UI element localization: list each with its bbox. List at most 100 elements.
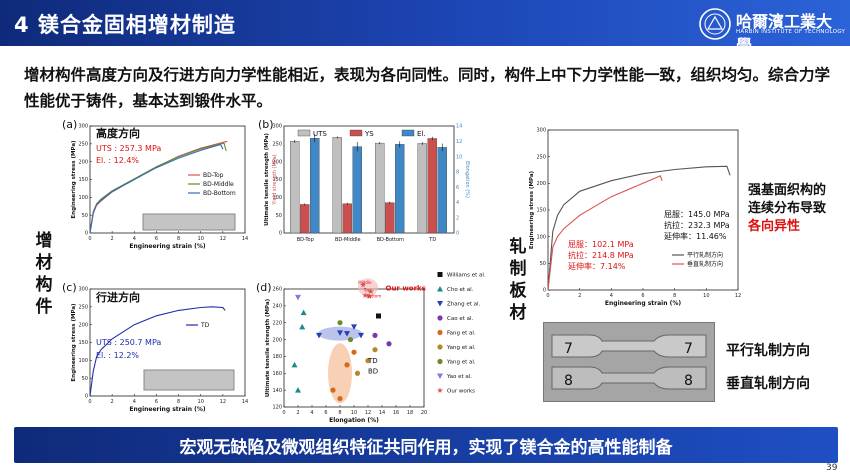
series-line-BD-Top	[89, 140, 228, 234]
x-tick-label: 10	[198, 236, 204, 242]
y-tick-label: 0	[543, 288, 546, 294]
data-point	[358, 332, 364, 339]
data-point: ★	[362, 291, 369, 300]
x-tick-label: 14	[379, 410, 385, 416]
legend-label: 平行轧制方向	[687, 251, 723, 259]
data-point	[300, 309, 307, 316]
specimen-mark-a: 7	[564, 341, 573, 357]
annotation-parallel: 抗拉：232.3 MPa	[664, 220, 730, 230]
intro-text: 增材构件高度方向及行进方向力学性能相近，表现为各向同性。同时，构件上中下力学性能…	[24, 66, 831, 110]
inner-title: 行进方向	[95, 290, 140, 304]
legend-marker	[437, 315, 443, 321]
bar-YS	[300, 204, 310, 234]
y2-tick-label: 10	[456, 154, 462, 160]
note-line-1: 强基面织构的	[748, 183, 827, 198]
legend-label-El.: El.	[417, 130, 426, 138]
y-tick-label: 240	[272, 304, 282, 310]
emblem-icon	[699, 8, 731, 40]
page-number: 39	[826, 463, 838, 473]
annotation-perpendicular: 抗拉：214.8 MPa	[568, 250, 634, 260]
bar-YS	[427, 138, 437, 234]
annotation-label: TD	[367, 357, 378, 365]
x-tick-label: 20	[421, 410, 427, 416]
logo-text: 哈爾濱工業大學	[736, 12, 833, 55]
data-point: ★	[366, 292, 373, 301]
header-bar: 4 镁合金固相增材制造 哈爾濱工業大學 HARBIN INSTITUTE OF …	[0, 0, 850, 55]
y-tick-label: 150	[78, 177, 88, 183]
page-title: 4 镁合金固相增材制造	[14, 13, 236, 37]
bar-UTS	[290, 141, 300, 234]
bar-El.	[352, 146, 362, 234]
panel-label: (d)	[256, 281, 272, 294]
x-tick-label: 8	[673, 293, 676, 299]
x-tick-label: 2	[111, 236, 114, 242]
x-tick-label: 10	[351, 410, 357, 416]
y-tick-label: 260	[272, 287, 282, 293]
category-label: BD-Middle	[335, 237, 361, 243]
x-axis-label: Engineering strain (%)	[605, 300, 681, 307]
y-tick-label: 180	[272, 354, 282, 360]
x-tick-label: 2	[296, 410, 299, 416]
y-axis-label: Engineering stress (MPa)	[529, 170, 535, 249]
y-tick-label: 160	[272, 371, 282, 377]
x-tick-label: 16	[393, 410, 399, 416]
plot-frame-a	[89, 125, 246, 234]
specimen-mark-b2: 8	[684, 373, 693, 389]
logo-subtext: HARBIN INSTITUTE OF TECHNOLOGY	[736, 29, 846, 35]
data-point	[344, 331, 350, 337]
category-label: BD-Top	[297, 237, 314, 243]
data-point	[351, 349, 357, 355]
legend-marker: ★	[436, 386, 443, 395]
legend-marker	[437, 373, 443, 379]
y-tick-label: 300	[272, 124, 282, 130]
legend-label-BD-Middle: BD-Middle	[203, 181, 234, 188]
legend-label-BD-Bottom: BD-Bottom	[203, 190, 236, 197]
y-tick-label: 200	[272, 337, 282, 343]
y2-tick-label: 4	[456, 200, 459, 206]
note-line-3: 各向异性	[748, 219, 801, 234]
side-label-am: 增材构件	[35, 231, 53, 317]
bar-UTS	[417, 143, 427, 234]
y2-tick-label: 0	[456, 231, 459, 237]
x-tick-label: 0	[546, 293, 549, 299]
highlight-region	[358, 278, 378, 297]
plot-frame-rolled	[547, 129, 739, 291]
y2-tick-label: 14	[456, 124, 462, 130]
data-point	[376, 313, 381, 319]
y-tick-label: 220	[272, 320, 282, 326]
x-tick-label: 0	[282, 410, 285, 416]
x-axis-label: Elongation (%)	[329, 417, 379, 424]
legend-label-BD-Top: BD-Top	[203, 172, 224, 179]
series-line-垂直轧制方向	[547, 175, 663, 291]
x-tick-label: 0	[88, 399, 91, 405]
bar-UTS	[332, 137, 342, 234]
legend-label: Yang et al.	[446, 360, 476, 366]
y2-tick-label: 8	[456, 170, 459, 176]
annotation-parallel: 屈服：145.0 MPa	[664, 210, 730, 219]
y-tick-label: 250	[272, 142, 282, 148]
y-tick-label: 50	[82, 213, 88, 219]
el-text: El. : 12.4%	[96, 156, 139, 165]
x-tick-label: 2	[111, 399, 114, 405]
x-tick-label: 14	[242, 236, 248, 242]
note-line-2: 连续分布导致	[748, 201, 827, 216]
annotation-label: Middle	[358, 280, 372, 285]
highlight-region	[318, 326, 362, 341]
data-point	[316, 332, 322, 339]
parallel-direction-label: 平行轧制方向	[726, 343, 810, 359]
series-line-平行轧制方向	[547, 165, 731, 291]
y-tick-label: 200	[78, 159, 88, 165]
data-point	[330, 387, 336, 393]
data-point	[351, 324, 357, 330]
data-point	[372, 347, 378, 353]
y-tick-label: 100	[78, 358, 88, 364]
x-tick-label: 2	[578, 293, 581, 299]
y-tick-label: 100	[78, 195, 88, 201]
legend-label: Williams et al.	[447, 273, 486, 279]
legend-label-TD: TD	[200, 322, 210, 329]
x-tick-label: 6	[324, 410, 327, 416]
legend-label: Our works	[447, 389, 475, 395]
anisotropy-note: 强基面织构的 连续分布导致 各向异性	[748, 182, 826, 236]
legend-label: Cho et al.	[447, 287, 474, 293]
side-label-rolled: 轧制板材	[509, 237, 527, 323]
